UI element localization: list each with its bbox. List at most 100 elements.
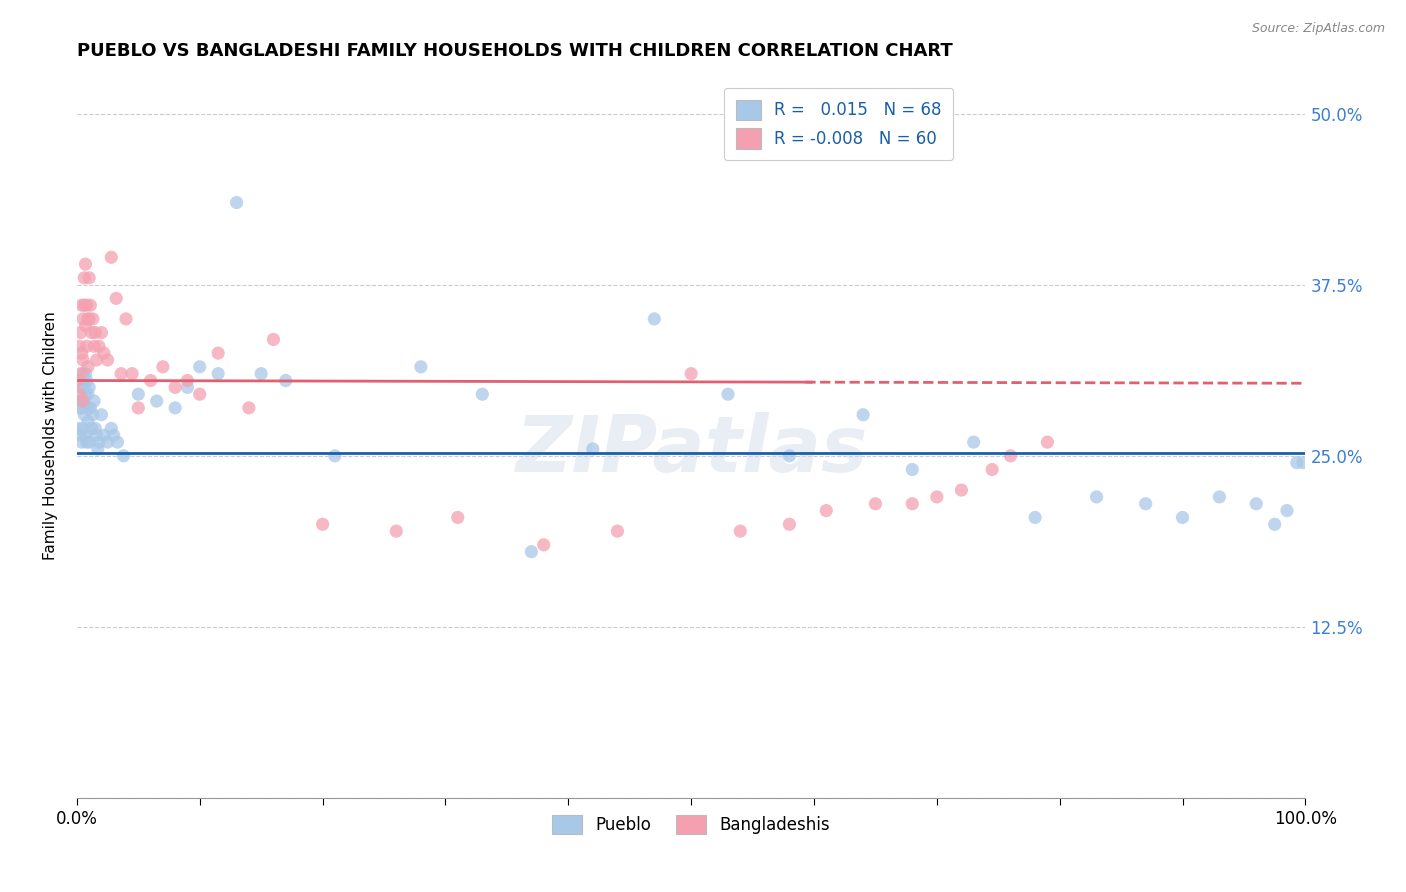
Point bbox=[409, 359, 432, 374]
Y-axis label: Family Households with Children: Family Households with Children bbox=[44, 311, 58, 559]
Point bbox=[238, 401, 260, 415]
Point bbox=[75, 367, 97, 381]
Point bbox=[72, 421, 94, 435]
Point bbox=[84, 421, 107, 435]
Point bbox=[145, 394, 167, 409]
Point bbox=[107, 435, 129, 450]
Point bbox=[865, 497, 887, 511]
Point bbox=[925, 490, 948, 504]
Point bbox=[79, 401, 101, 415]
Point bbox=[67, 374, 90, 388]
Point bbox=[274, 374, 297, 388]
Point bbox=[1285, 456, 1308, 470]
Point bbox=[165, 380, 187, 394]
Point bbox=[77, 401, 100, 415]
Point bbox=[981, 462, 1004, 476]
Point bbox=[77, 387, 100, 401]
Point bbox=[72, 312, 94, 326]
Point bbox=[77, 270, 100, 285]
Point bbox=[80, 326, 103, 340]
Point bbox=[520, 544, 543, 558]
Point bbox=[69, 428, 91, 442]
Point bbox=[76, 435, 98, 450]
Point bbox=[471, 387, 494, 401]
Point bbox=[75, 428, 97, 442]
Point bbox=[73, 408, 96, 422]
Point bbox=[90, 408, 112, 422]
Point bbox=[70, 401, 93, 415]
Point bbox=[76, 374, 98, 388]
Point bbox=[87, 442, 110, 456]
Point bbox=[76, 401, 98, 415]
Point bbox=[385, 524, 408, 538]
Point bbox=[681, 367, 703, 381]
Point bbox=[105, 291, 128, 305]
Point bbox=[1264, 517, 1286, 532]
Point bbox=[97, 435, 120, 450]
Point bbox=[165, 401, 187, 415]
Point bbox=[75, 257, 97, 271]
Point bbox=[852, 408, 875, 422]
Point bbox=[76, 298, 98, 312]
Point bbox=[84, 326, 107, 340]
Point bbox=[77, 359, 100, 374]
Point bbox=[1000, 449, 1022, 463]
Point bbox=[70, 298, 93, 312]
Point bbox=[963, 435, 986, 450]
Point bbox=[1135, 497, 1157, 511]
Point bbox=[77, 312, 100, 326]
Point bbox=[1085, 490, 1108, 504]
Point bbox=[778, 517, 800, 532]
Point bbox=[188, 387, 211, 401]
Point bbox=[73, 298, 96, 312]
Point bbox=[72, 394, 94, 409]
Point bbox=[176, 380, 198, 394]
Point bbox=[90, 326, 112, 340]
Point bbox=[69, 401, 91, 415]
Point bbox=[1208, 490, 1230, 504]
Point bbox=[69, 367, 91, 381]
Point bbox=[67, 394, 90, 409]
Point bbox=[77, 312, 100, 326]
Point bbox=[77, 435, 100, 450]
Point bbox=[87, 339, 110, 353]
Point bbox=[82, 312, 104, 326]
Point bbox=[1292, 456, 1315, 470]
Point bbox=[83, 394, 105, 409]
Point bbox=[1275, 503, 1298, 517]
Point bbox=[1244, 497, 1267, 511]
Point bbox=[188, 359, 211, 374]
Point bbox=[75, 318, 97, 333]
Point bbox=[69, 326, 91, 340]
Point bbox=[447, 510, 470, 524]
Point bbox=[1024, 510, 1046, 524]
Point bbox=[152, 359, 174, 374]
Point bbox=[86, 353, 108, 368]
Point bbox=[87, 435, 110, 450]
Point bbox=[582, 442, 605, 456]
Point bbox=[110, 367, 132, 381]
Point bbox=[77, 415, 100, 429]
Point bbox=[103, 428, 125, 442]
Point bbox=[76, 339, 98, 353]
Point bbox=[112, 449, 135, 463]
Point bbox=[100, 421, 122, 435]
Point bbox=[79, 298, 101, 312]
Point bbox=[533, 538, 555, 552]
Point bbox=[606, 524, 628, 538]
Point bbox=[901, 497, 924, 511]
Point bbox=[80, 421, 103, 435]
Point bbox=[778, 449, 800, 463]
Point bbox=[70, 346, 93, 360]
Point bbox=[67, 421, 90, 435]
Point bbox=[100, 250, 122, 264]
Point bbox=[139, 374, 162, 388]
Point bbox=[93, 346, 115, 360]
Point bbox=[643, 312, 665, 326]
Point bbox=[1171, 510, 1194, 524]
Point bbox=[311, 517, 333, 532]
Point bbox=[901, 462, 924, 476]
Point bbox=[121, 367, 143, 381]
Point bbox=[262, 333, 284, 347]
Point bbox=[72, 353, 94, 368]
